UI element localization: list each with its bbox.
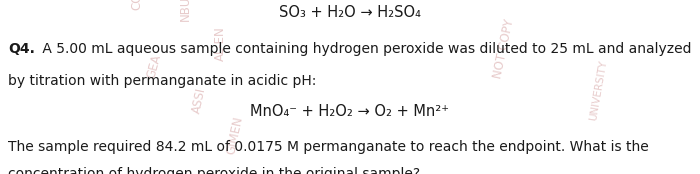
Text: ASSI: ASSI xyxy=(190,87,209,115)
Text: GIMEN: GIMEN xyxy=(224,115,245,156)
Text: NBU: NBU xyxy=(179,0,192,21)
Text: by titration with permanganate in acidic pH:: by titration with permanganate in acidic… xyxy=(8,74,317,88)
Text: A 5.00 mL aqueous sample containing hydrogen peroxide was diluted to 25 mL and a: A 5.00 mL aqueous sample containing hydr… xyxy=(38,42,692,56)
Text: NOT COPY: NOT COPY xyxy=(491,18,517,80)
Text: MnO₄⁻ + H₂O₂ → O₂ + Mn²⁺: MnO₄⁻ + H₂O₂ → O₂ + Mn²⁺ xyxy=(251,104,449,119)
Text: Q4.: Q4. xyxy=(8,42,35,56)
Text: The sample required 84.2 mL of 0.0175 M permanganate to reach the endpoint. What: The sample required 84.2 mL of 0.0175 M … xyxy=(8,140,649,154)
Text: GEA: GEA xyxy=(145,53,163,80)
Text: CON: CON xyxy=(130,0,143,10)
Text: concentration of hydrogen peroxide in the original sample?: concentration of hydrogen peroxide in th… xyxy=(8,167,421,174)
Text: AL-EN: AL-EN xyxy=(214,26,227,61)
Text: UNIVERSITY: UNIVERSITY xyxy=(588,60,609,121)
Text: SO₃ + H₂O → H₂SO₄: SO₃ + H₂O → H₂SO₄ xyxy=(279,5,421,20)
